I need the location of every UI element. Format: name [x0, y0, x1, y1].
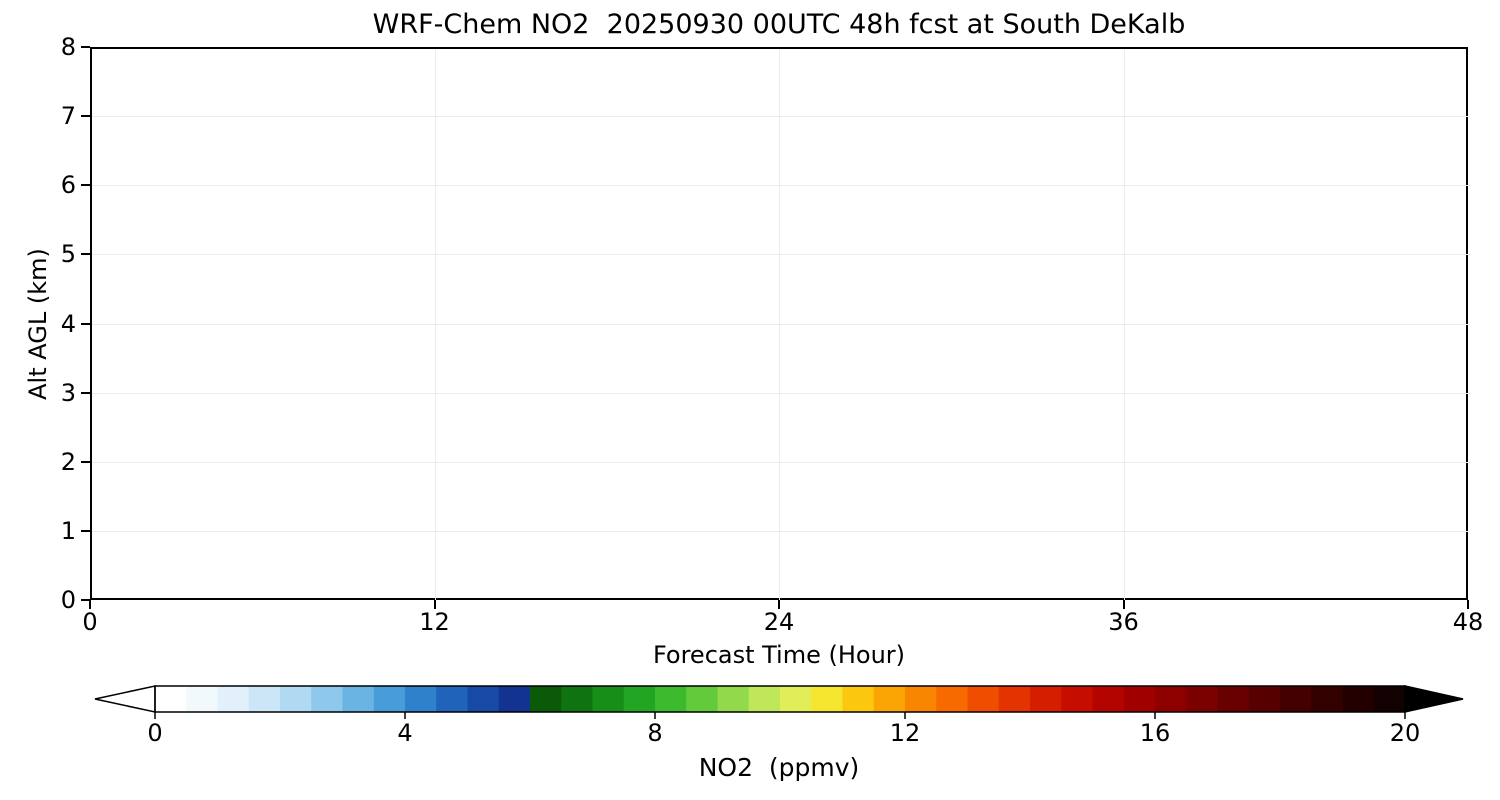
x-tick-label: 36 [1108, 608, 1139, 636]
colorbar-segment [280, 686, 312, 712]
y-tick-label: 7 [60, 102, 76, 131]
colorbar [94, 685, 1464, 719]
y-axis-tick [81, 529, 90, 532]
x-axis-tick [433, 600, 436, 609]
y-axis-tick [81, 184, 90, 187]
y-tick-label: 6 [60, 171, 76, 200]
colorbar-tick-label: 0 [147, 719, 163, 747]
colorbar-segment [155, 686, 187, 712]
colorbar-segment [1092, 686, 1125, 712]
colorbar-segment [561, 686, 593, 712]
y-tick-label: 5 [60, 240, 76, 269]
plot-area [90, 47, 1470, 602]
x-tick-label: 0 [82, 608, 98, 636]
colorbar-segment [655, 686, 687, 712]
colorbar-segment [1248, 686, 1281, 712]
colorbar-tick-label: 12 [889, 719, 921, 747]
y-tick-label: 1 [60, 516, 76, 545]
colorbar-tick-label: 8 [647, 719, 663, 747]
colorbar-segment [905, 686, 937, 712]
y-axis-tick [81, 599, 90, 601]
colorbar-segment [873, 686, 906, 712]
colorbar-outline [154, 685, 1406, 713]
colorbar-under-arrow [94, 685, 156, 713]
y-axis-tick [81, 322, 90, 325]
y-axis-tick [81, 46, 90, 48]
colorbar-tick-label: 20 [1389, 719, 1421, 747]
colorbar-segment [311, 686, 343, 712]
y-tick-label: 4 [60, 309, 76, 338]
colorbar-segment [686, 686, 718, 712]
x-tick-label: 12 [419, 608, 450, 636]
gridline [92, 530, 1470, 532]
colorbar-segment [467, 686, 500, 712]
colorbar-segment [1280, 686, 1312, 712]
colorbar-segment [1217, 686, 1250, 712]
colorbar-over-arrow [1404, 685, 1464, 713]
colorbar-segment [623, 686, 656, 712]
colorbar-segment [530, 686, 562, 712]
gridline [434, 49, 436, 602]
y-axis-tick [81, 115, 90, 118]
gridline [92, 116, 1470, 118]
x-axis-label: Forecast Time (Hour) [652, 641, 906, 669]
chart-title: WRF-Chem NO2 20250930 00UTC 48h fcst at … [372, 9, 1186, 40]
colorbar-segment [1030, 686, 1062, 712]
colorbar-segment [186, 686, 218, 712]
colorbar-segment [217, 686, 250, 712]
x-axis-tick [778, 600, 780, 609]
y-tick-label: 3 [60, 378, 76, 407]
colorbar-segment [248, 686, 281, 712]
y-axis-tick [81, 391, 90, 394]
colorbar-segment [1155, 686, 1187, 712]
colorbar-tick-label: 16 [1139, 719, 1171, 747]
x-axis-tick [1467, 600, 1469, 609]
colorbar-segment [1186, 686, 1218, 712]
colorbar-segment [1373, 686, 1406, 712]
y-axis-tick [81, 253, 90, 256]
colorbar-segment [780, 686, 812, 712]
colorbar-segment [717, 686, 750, 712]
colorbar-segment [342, 686, 375, 712]
gridline [92, 461, 1470, 463]
x-tick-label: 24 [763, 608, 795, 636]
colorbar-segment [1061, 686, 1093, 712]
colorbar-segment [373, 686, 406, 712]
colorbar-segment [998, 686, 1031, 712]
colorbar-segment [1342, 686, 1375, 712]
colorbar-segment [1311, 686, 1343, 712]
gridline [92, 323, 1470, 325]
gridline [92, 185, 1470, 187]
gridline [779, 49, 780, 602]
colorbar-label: NO2 (ppmv) [698, 753, 860, 782]
colorbar-tick-label: 4 [397, 719, 413, 747]
x-axis-tick [89, 600, 91, 609]
colorbar-segment [1123, 686, 1156, 712]
colorbar-segment [967, 686, 1000, 712]
gridline [1123, 49, 1125, 602]
colorbar-segment [842, 686, 875, 712]
colorbar-segment [498, 686, 531, 712]
y-tick-label: 0 [60, 586, 76, 614]
colorbar-segment [748, 686, 781, 712]
y-tick-label: 8 [60, 33, 76, 61]
gridline [92, 392, 1470, 394]
x-axis-tick [1122, 600, 1125, 609]
gridline [92, 254, 1470, 256]
colorbar-segment [936, 686, 968, 712]
colorbar-segment [592, 686, 625, 712]
colorbar-segment [405, 686, 437, 712]
colorbar-segment [436, 686, 468, 712]
x-tick-label: 48 [1452, 608, 1484, 636]
y-axis-tick [81, 460, 90, 463]
y-tick-label: 2 [60, 447, 76, 476]
colorbar-segment [811, 686, 843, 712]
